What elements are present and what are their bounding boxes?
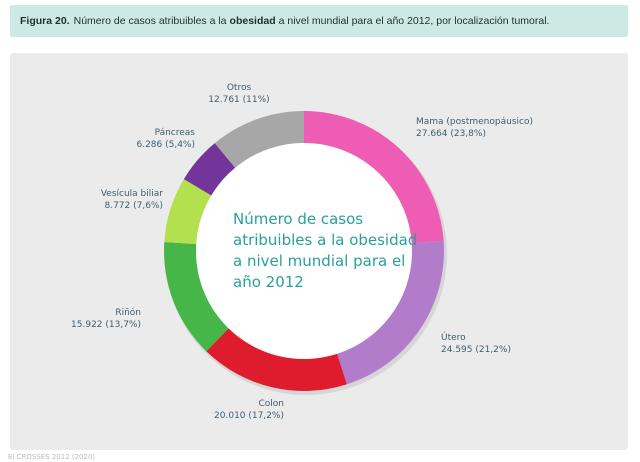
- slice-label-name: Mama (postmenopáusico): [416, 117, 533, 127]
- slice-label-value: 8.772 (7,6%): [104, 201, 163, 211]
- slice-label-value: 12.761 (11%): [208, 95, 269, 105]
- slice-label-value: 20.010 (17,2%): [214, 411, 284, 421]
- slice-label-name: Riñón: [115, 307, 141, 318]
- slice-label-name: Vesícula biliar: [101, 189, 163, 199]
- slice-otros: [214, 111, 304, 168]
- slice-pancreas: [183, 143, 236, 196]
- figure-caption-text-before: Número de casos atribuibles a la: [73, 15, 227, 27]
- slice-label-name: Páncreas: [155, 128, 196, 138]
- slice-label-vesicula-biliar: Vesícula biliar 8.772 (7,6%): [101, 189, 163, 211]
- figure-caption-text-after: a nivel mundial para el año 2012, por lo…: [278, 15, 550, 27]
- chart-title-line: Número de casos: [233, 210, 363, 228]
- slice-label-value: 24.595 (21,2%): [441, 345, 511, 355]
- slice-label-otros: Otros 12.761 (11%): [208, 83, 269, 105]
- slice-mama-postmenopausico: [304, 111, 444, 244]
- donut-hole: [196, 143, 412, 359]
- figure-caption-keyword: obesidad: [229, 15, 276, 27]
- chart-title-line: atribuibles a la obesidad: [233, 231, 417, 249]
- slice-label-value: 6.286 (5,4%): [136, 140, 195, 150]
- slice-label-name: Otros: [227, 83, 252, 93]
- slice-rinon: [164, 242, 229, 352]
- slice-label-value: 15.922 (13,7%): [71, 320, 141, 330]
- chart-title-line: año 2012: [233, 273, 304, 291]
- slice-label-name: Colon: [258, 399, 284, 409]
- slice-label-utero: Útero 24.595 (21,2%): [441, 331, 511, 355]
- slice-label-rinon: Riñón 15.922 (13,7%): [71, 307, 141, 330]
- slice-label-value: 27.664 (23,8%): [416, 129, 486, 139]
- slice-label-pancreas: Páncreas 6.286 (5,4%): [136, 128, 195, 150]
- slice-vesicula-biliar: [164, 179, 212, 245]
- chart-title: Número de casos atribuibles a la obesidad…: [233, 210, 417, 291]
- chart-title-line: a nivel mundial para el: [233, 252, 405, 270]
- source-note: El CROSSES 2012 (2020): [8, 453, 96, 461]
- slice-utero: [337, 240, 444, 385]
- figure-label: Figura 20.: [20, 15, 70, 27]
- slice-colon: [206, 328, 347, 391]
- slice-label-mama-postmenopausico: Mama (postmenopáusico) 27.664 (23,8%): [416, 117, 533, 139]
- slice-label-name: Útero: [441, 331, 466, 343]
- slice-label-colon: Colon 20.010 (17,2%): [214, 399, 284, 421]
- figure-caption: Figura 20. Número de casos atribuibles a…: [10, 5, 628, 37]
